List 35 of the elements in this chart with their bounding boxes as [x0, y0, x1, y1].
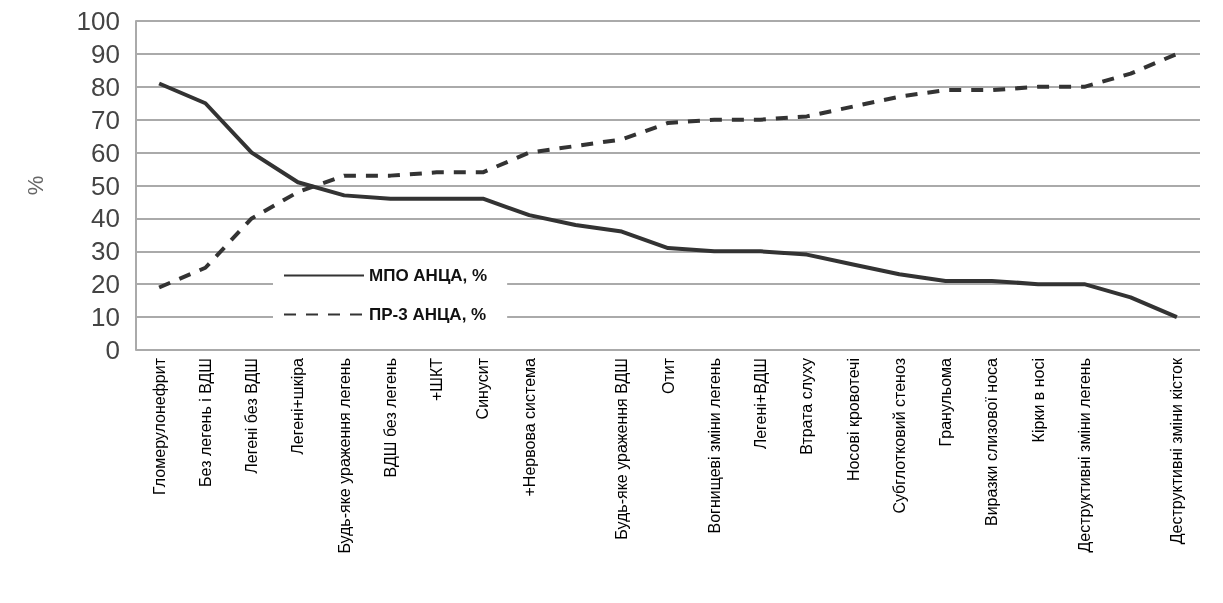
x-tick-label: Легені+шкіра [289, 357, 307, 455]
y-tick-label: 10 [91, 302, 120, 333]
x-tick-label: Гранульома [937, 357, 955, 447]
y-tick-label: 30 [91, 236, 120, 267]
x-tick-label: Синусит [474, 357, 492, 420]
x-tick-label: Субглотковий стеноз [890, 358, 908, 514]
x-tick-label: Кірки в носі [1029, 358, 1047, 443]
x-tick-label: Гломерулонефрит [150, 357, 168, 495]
y-tick-label: 0 [105, 335, 120, 365]
legend-label: МПО АНЦА, % [369, 266, 488, 285]
x-tick-label: Легені без ВДШ [243, 358, 261, 474]
y-tick-label: 50 [91, 170, 120, 201]
x-tick-label: Будь-яке ураження легень [335, 358, 353, 554]
x-tick-label: Вогнищеві зміни легень [705, 358, 723, 534]
x-tick-label: +Нервова система [520, 357, 538, 497]
x-tick-label: Носові кровотечі [844, 358, 862, 482]
y-tick-label: 80 [91, 71, 120, 102]
x-tick-label: +ШКТ [428, 357, 446, 402]
x-tick-label: Легені+ВДШ [752, 358, 770, 450]
y-axis-title: % [22, 175, 48, 196]
y-tick-label: 40 [91, 203, 120, 234]
y-tick-label: 20 [91, 269, 120, 300]
x-tick-label: Деструктивні зміни легень [1075, 358, 1093, 553]
x-tick-label: Отит [659, 357, 677, 395]
y-tick-label: 70 [91, 104, 120, 135]
x-tick-label: Деструктивні зміни кісток [1168, 357, 1186, 545]
x-tick-label: Будь-яке ураження ВДШ [613, 358, 631, 540]
x-tick-label: Втрата слуху [798, 358, 816, 455]
y-tick-label: 60 [91, 137, 120, 168]
y-tick-label: 90 [91, 38, 120, 69]
x-tick-label: Виразки слизової носа [983, 357, 1001, 527]
x-tick-label: ВДШ без легень [381, 358, 399, 478]
legend-label: ПР-3 АНЦА, % [369, 305, 487, 324]
x-tick-label: Без легень і ВДШ [196, 358, 214, 487]
y-tick-label: 100 [76, 6, 120, 36]
